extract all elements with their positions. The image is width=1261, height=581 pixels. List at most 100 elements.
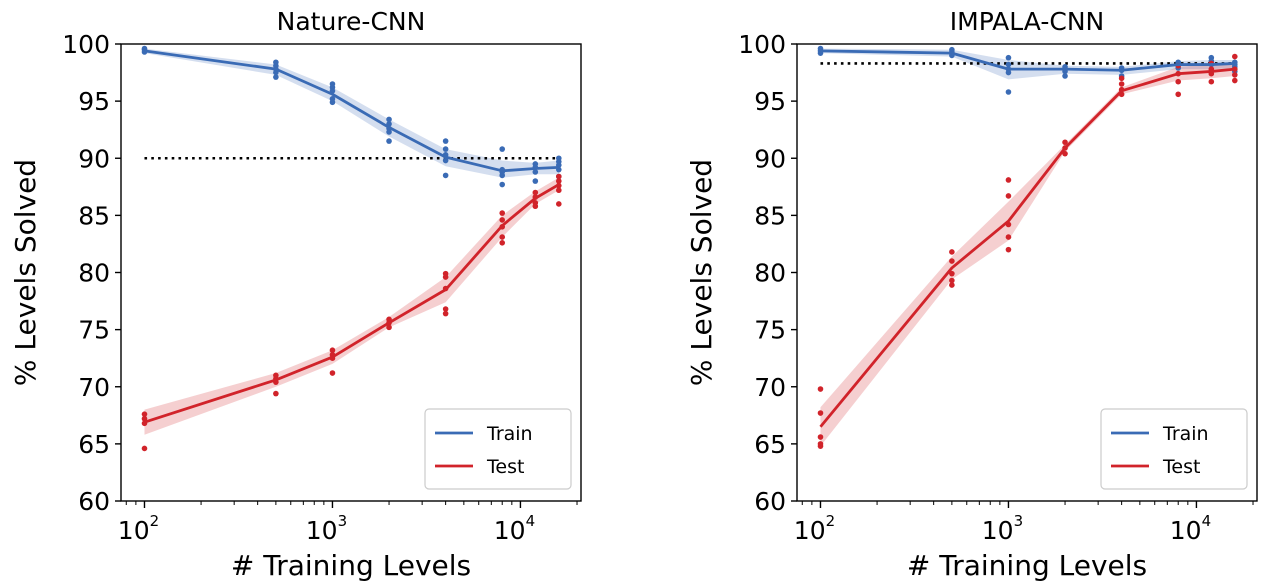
point-train (499, 146, 506, 152)
point-train (329, 99, 336, 106)
y-tick-label: 80 (754, 259, 786, 288)
point-test (1062, 139, 1068, 146)
x-tick-label: 102 (794, 512, 835, 545)
band-test (820, 62, 1235, 447)
x-tick-label: 102 (118, 512, 159, 545)
point-test (442, 274, 449, 280)
legend: Train Test (1100, 408, 1248, 490)
panel-1: 60 65 70 75 80 85 90 95 100 102 103 104 Nature-CNN # … (9, 7, 582, 581)
y-tick-label: 100 (738, 30, 786, 59)
point-train (499, 172, 506, 179)
point-train (1062, 73, 1068, 79)
y-tick-label: 60 (78, 487, 110, 516)
x-tick-label: 104 (1170, 512, 1211, 545)
panel-2: 60 65 70 75 80 85 90 95 100 102 103 104 IMPALA-CNN # … (685, 7, 1258, 581)
point-test (1208, 78, 1215, 85)
y-tick-label: 70 (78, 373, 110, 402)
line-test (819, 67, 1235, 428)
y-tick-label: 95 (754, 87, 786, 116)
y-tick-label: 90 (78, 144, 110, 173)
point-test (499, 240, 506, 246)
point-train (386, 138, 392, 144)
point-test (1062, 150, 1068, 157)
point-train (442, 138, 449, 144)
y-tick-label: 85 (78, 201, 110, 230)
y-tick-label: 75 (754, 316, 786, 345)
point-test (273, 390, 279, 397)
band-train (820, 48, 1235, 80)
y-tick-label: 70 (754, 373, 786, 402)
point-test (499, 234, 506, 240)
point-test (817, 443, 824, 449)
line-train (144, 49, 559, 173)
point-train (532, 178, 539, 184)
y-axis-label: % Levels Solved (685, 159, 718, 386)
point-test (817, 434, 824, 440)
point-test (329, 347, 336, 353)
legend-label-train: Train (486, 423, 533, 445)
point-test (1005, 193, 1012, 199)
point-train (499, 181, 506, 188)
point-test (1232, 72, 1238, 78)
point-train (442, 172, 449, 179)
point-train (442, 146, 449, 152)
y-tick-label: 95 (78, 87, 110, 116)
legend-label-test: Test (486, 456, 524, 478)
x-axis-label: # Training Levels (907, 549, 1147, 581)
y-tick-label: 60 (754, 487, 786, 516)
point-test (1005, 177, 1012, 183)
point-train (273, 74, 279, 80)
y-tick-label: 65 (78, 430, 110, 459)
point-test (556, 201, 562, 207)
point-train (386, 116, 392, 123)
y-tick-label: 85 (754, 201, 786, 230)
legend: Train Test (424, 408, 572, 490)
band-train (144, 48, 559, 178)
band-test (144, 177, 559, 435)
point-test (442, 310, 449, 317)
x-axis-label: # Training Levels (231, 549, 471, 581)
point-train (386, 129, 392, 135)
legend-box (1100, 408, 1248, 490)
point-test (1118, 81, 1125, 87)
point-train (442, 157, 449, 164)
point-test (141, 415, 148, 422)
legend-label-train: Train (1162, 423, 1209, 445)
point-test (442, 306, 449, 312)
y-axis-label: % Levels Solved (9, 159, 42, 386)
point-test (141, 445, 148, 452)
x-tick-label: 103 (982, 512, 1023, 545)
point-test (386, 324, 392, 331)
point-test (556, 187, 562, 194)
point-test (1005, 234, 1012, 240)
y-tick-label: 80 (78, 259, 110, 288)
point-test (499, 217, 506, 223)
chart-title: Nature-CNN (277, 7, 426, 36)
line-train (820, 49, 1235, 72)
point-test (1118, 75, 1125, 82)
legend-box (424, 408, 572, 490)
point-train (1005, 61, 1012, 68)
point-train (532, 169, 539, 175)
chart-title: IMPALA-CNN (950, 7, 1104, 36)
point-test (532, 189, 539, 196)
point-test (1175, 91, 1182, 98)
point-test (141, 411, 148, 417)
point-test (949, 270, 955, 277)
y-tick-label: 75 (78, 316, 110, 345)
x-tick-label: 103 (306, 512, 347, 545)
point-test (949, 249, 955, 255)
point-test (949, 282, 955, 288)
y-tick-label: 65 (754, 430, 786, 459)
point-test (499, 210, 506, 216)
point-test (949, 277, 955, 284)
point-test (1232, 53, 1238, 60)
point-test (949, 258, 955, 264)
point-train (1005, 69, 1012, 76)
point-train (1005, 89, 1012, 95)
point-test (817, 386, 824, 392)
point-test (556, 173, 562, 180)
point-test (556, 178, 562, 184)
legend-label-test: Test (1162, 456, 1200, 478)
